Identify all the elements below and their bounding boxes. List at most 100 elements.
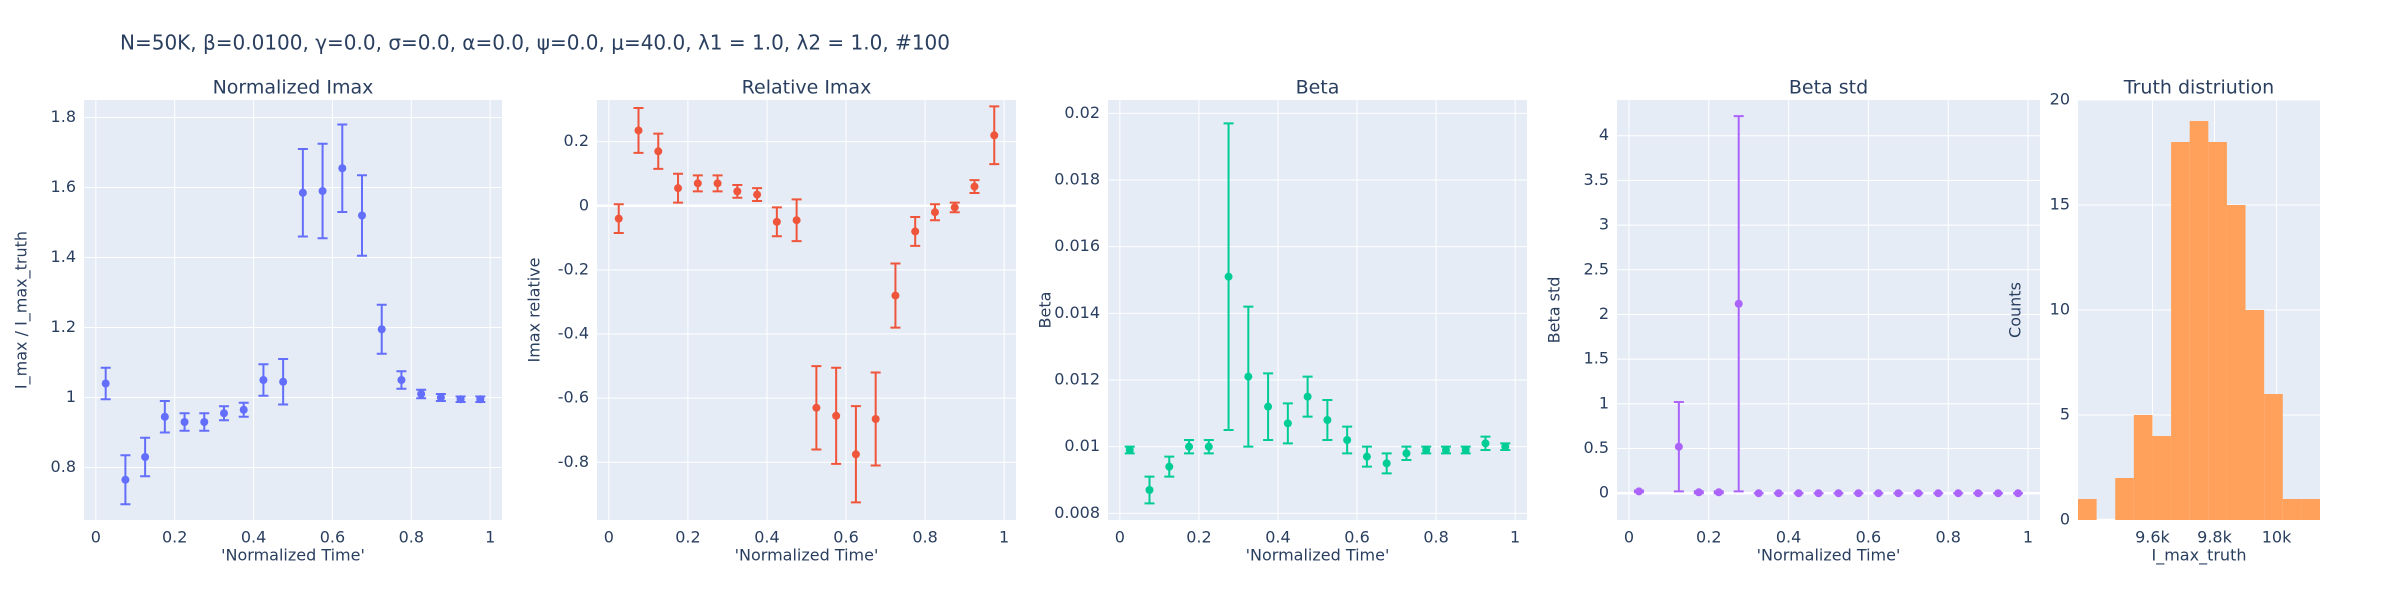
marker [1441, 446, 1450, 454]
marker [160, 412, 169, 421]
marker [1934, 489, 1943, 498]
marker [259, 376, 268, 384]
x-tick-label: 0.8 [399, 528, 424, 547]
marker [1734, 299, 1743, 308]
marker [358, 211, 367, 220]
x-tick-label: 1 [485, 528, 495, 547]
marker [1694, 488, 1703, 497]
marker [1362, 452, 1371, 461]
x-tick-label: 0.4 [241, 528, 266, 547]
x-tick-label: 0.4 [1265, 528, 1290, 547]
marker [733, 187, 742, 196]
marker [1501, 442, 1510, 451]
marker [1323, 416, 1332, 424]
marker [1754, 489, 1763, 498]
x-tick-label: 0.2 [1186, 528, 1211, 547]
x-tick-label: 1 [1510, 528, 1520, 547]
marker [200, 418, 209, 426]
marker [476, 395, 485, 404]
subplot-title: Relative Imax [742, 77, 872, 99]
histogram-bar [2152, 436, 2172, 520]
y-tick-label: 0.8 [51, 457, 76, 476]
histogram-bar [2264, 394, 2283, 520]
x-tick-label: 1 [2023, 528, 2033, 547]
y-tick-label: 0.008 [1054, 503, 1100, 522]
y-axis-label: Imax relative [525, 257, 544, 362]
marker [1224, 272, 1233, 281]
x-tick-label: 0 [604, 528, 614, 547]
y-tick-label: 1.2 [51, 317, 76, 336]
y-axis-label: Beta std [1545, 277, 1564, 344]
x-tick-label: 0 [1624, 528, 1634, 547]
x-axis-label: I_max_truth [2152, 546, 2247, 566]
x-tick-label: 0.2 [162, 528, 187, 547]
x-tick-label: 0 [91, 528, 101, 547]
x-axis-label: 'Normalized Time' [221, 546, 365, 565]
y-tick-label: 0 [2060, 510, 2070, 529]
y-tick-label: -0.4 [558, 324, 589, 343]
marker [219, 409, 228, 418]
y-tick-label: 0.01 [1064, 436, 1100, 455]
marker [812, 403, 821, 412]
x-tick-label: 0.8 [1423, 528, 1448, 547]
marker [456, 395, 465, 404]
x-axis-label: 'Normalized Time' [735, 546, 879, 565]
y-tick-label: 0.016 [1054, 236, 1100, 255]
subplot: 9.6k 9.8k 10k 0 5 10 15 20 Truth distriution I_ma… [2006, 77, 2320, 566]
figure-title: N=50K, β=0.0100, γ=0.0, σ=0.0, α=0.0, ψ=… [120, 31, 950, 55]
marker [318, 187, 327, 195]
y-tick-label: 1.6 [51, 177, 76, 196]
x-tick-label: 0.6 [1856, 528, 1881, 547]
y-tick-label: 5 [2060, 405, 2070, 424]
x-tick-label: 0.2 [675, 528, 700, 547]
marker [674, 184, 683, 193]
y-tick-label: 1 [66, 387, 76, 406]
plot-background [597, 100, 1016, 520]
marker [1954, 489, 1963, 498]
x-tick-label: 0.6 [1344, 528, 1369, 547]
marker [397, 376, 406, 384]
y-tick-label: -0.8 [558, 452, 589, 471]
y-tick-label: 0.014 [1054, 303, 1100, 322]
marker [1994, 489, 2003, 498]
y-tick-label: 1 [1599, 393, 1609, 412]
x-axis-label: 'Normalized Time' [1757, 546, 1901, 565]
marker [180, 418, 189, 426]
marker [1794, 489, 1803, 498]
marker [950, 203, 959, 212]
marker [930, 208, 939, 217]
marker [121, 475, 130, 484]
y-tick-label: 2 [1599, 304, 1609, 323]
marker [1264, 402, 1273, 411]
marker [970, 182, 979, 191]
marker [1165, 462, 1174, 471]
marker [614, 214, 623, 223]
y-tick-label: 1.4 [51, 247, 76, 266]
marker [832, 411, 841, 420]
y-tick-label: 0 [579, 195, 589, 214]
marker [417, 390, 426, 398]
y-tick-label: -0.6 [558, 388, 589, 407]
x-tick-label: 0 [1115, 528, 1125, 547]
marker [1382, 459, 1391, 468]
subplot: 0 0.2 0.4 0.6 0.8 1 0 0.5 1 1.5 2 2.5 3 3.5 4 Beta std '… [1545, 77, 2040, 565]
y-tick-label: 0.02 [1064, 103, 1100, 122]
y-tick-label: 3.5 [1584, 170, 1609, 189]
x-tick-label: 0.4 [1776, 528, 1801, 547]
marker [1974, 489, 1983, 498]
marker [1634, 487, 1643, 496]
marker [1894, 489, 1903, 498]
y-axis-label: Counts [2006, 282, 2025, 338]
y-tick-label: 1.8 [51, 107, 76, 126]
marker [654, 147, 663, 156]
y-tick-label: 3 [1599, 215, 1609, 234]
marker [1303, 392, 1312, 401]
marker [1244, 372, 1253, 381]
subplot-title: Normalized Imax [213, 77, 374, 99]
marker [338, 164, 347, 173]
subplot-title: Beta std [1789, 77, 1868, 99]
y-tick-label: 10 [2050, 300, 2070, 319]
marker [1834, 489, 1843, 498]
histogram-bar [2245, 310, 2265, 520]
marker [1343, 436, 1352, 444]
